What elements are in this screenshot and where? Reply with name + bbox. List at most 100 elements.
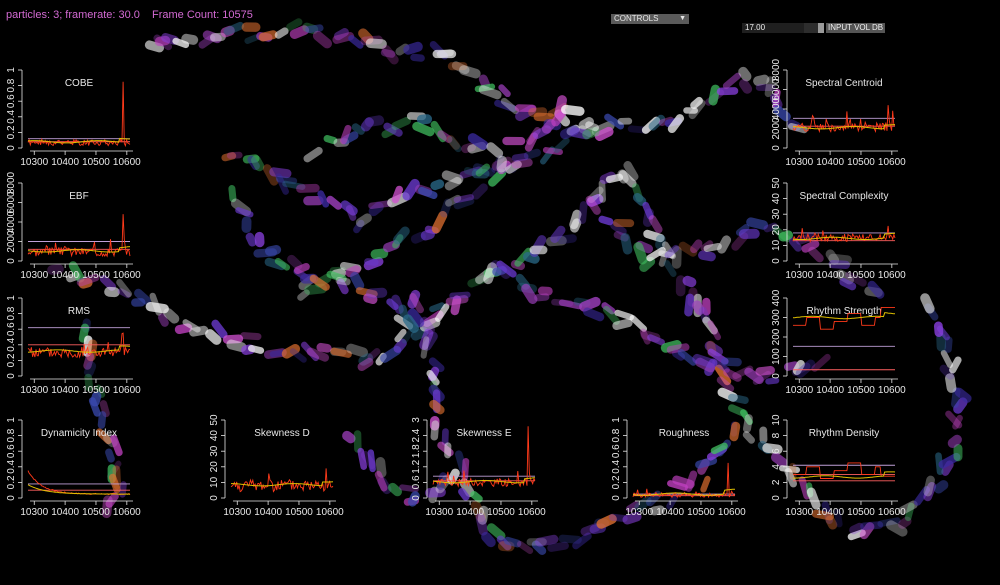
particle — [474, 83, 496, 93]
particle — [658, 250, 675, 259]
x-tick-label: 10300 — [20, 385, 48, 396]
particle — [765, 377, 780, 385]
particle — [755, 84, 776, 91]
particle — [490, 260, 511, 279]
particle — [110, 434, 123, 457]
x-tick-label: 10500 — [82, 385, 110, 396]
smoothed-line — [27, 484, 130, 495]
particle — [437, 441, 454, 457]
x-tick-label: 10500 — [687, 507, 715, 518]
particle — [358, 353, 374, 366]
particle — [740, 409, 753, 426]
particle — [500, 97, 520, 115]
y-tick-label: 0 — [6, 373, 17, 379]
particle — [716, 376, 735, 393]
particle — [632, 193, 647, 206]
particle — [228, 185, 237, 203]
particle — [886, 520, 908, 537]
particle — [306, 347, 330, 362]
particle — [302, 22, 319, 35]
x-tick-label: 10600 — [518, 507, 546, 518]
x-tick-label: 10500 — [847, 385, 875, 396]
particle — [610, 221, 627, 236]
input-vol-value: 17.00 — [745, 23, 766, 32]
input-vol-slider[interactable]: 17.00 — [742, 23, 824, 33]
particle — [407, 491, 420, 507]
particle — [235, 207, 254, 218]
particle — [447, 136, 462, 153]
particle — [722, 72, 742, 90]
particle — [403, 41, 423, 55]
particle — [402, 314, 420, 333]
particle — [717, 387, 738, 402]
y-tick-label: 10 — [771, 239, 782, 251]
x-tick-label: 10400 — [254, 507, 282, 518]
signal-line — [793, 462, 895, 479]
particle — [763, 222, 778, 233]
particle — [145, 301, 169, 314]
controls-dropdown[interactable]: CONTROLS ▼ — [611, 14, 689, 24]
particle — [445, 295, 469, 306]
particle — [360, 450, 377, 470]
input-vol-slider-handle[interactable] — [818, 23, 824, 33]
particle — [348, 35, 364, 49]
particle — [688, 99, 706, 120]
particle — [515, 104, 537, 113]
particle — [558, 534, 582, 544]
particle — [467, 133, 489, 150]
x-tick-label: 10300 — [425, 507, 453, 518]
signal-line — [27, 470, 131, 496]
particle — [439, 198, 453, 218]
particle — [172, 37, 190, 49]
particle — [742, 414, 753, 433]
x-tick-label: 10500 — [285, 507, 313, 518]
y-tick-label: 30 — [771, 208, 782, 220]
input-vol-label: INPUT VOL DB — [826, 23, 886, 33]
particle — [511, 153, 529, 162]
y-tick-label: 20 — [771, 224, 782, 236]
particle — [678, 241, 698, 257]
signal-line — [230, 468, 334, 493]
particle — [303, 146, 323, 163]
particle — [795, 232, 816, 245]
particle — [432, 49, 457, 59]
particle — [303, 196, 324, 206]
particle — [920, 293, 935, 314]
particle — [477, 505, 489, 525]
plot-title: Dynamicity Index — [41, 428, 117, 439]
particle — [655, 234, 666, 250]
particle — [716, 87, 739, 96]
particle — [764, 76, 774, 98]
particle — [430, 179, 445, 191]
particle — [345, 205, 357, 221]
particle — [380, 48, 396, 58]
particle — [598, 179, 606, 203]
particle — [834, 508, 843, 528]
particle — [639, 328, 651, 345]
particle — [357, 357, 374, 371]
y-tick-label: 2000 — [6, 230, 17, 253]
y-tick-label: 0.2 — [6, 353, 17, 367]
x-tick-label: 10600 — [316, 507, 344, 518]
x-tick-label: 10300 — [785, 157, 813, 168]
smoothed-line — [432, 477, 536, 484]
x-tick-label: 10400 — [51, 270, 79, 281]
particle — [245, 232, 257, 247]
particle — [221, 152, 237, 162]
y-tick-label: 1 — [6, 295, 17, 301]
particle — [134, 288, 152, 305]
x-tick-label: 10500 — [487, 507, 515, 518]
particle — [95, 384, 106, 398]
particle — [391, 185, 404, 204]
particle — [240, 332, 262, 341]
particle — [898, 500, 918, 515]
y-tick-label: 200 — [771, 328, 782, 345]
particle — [305, 24, 324, 34]
particle — [648, 215, 663, 234]
x-tick-label: 10500 — [847, 507, 875, 518]
y-tick-label: 0.8 — [6, 428, 17, 442]
particle — [953, 443, 963, 462]
particle — [704, 340, 724, 357]
particle — [419, 317, 441, 332]
particle — [845, 271, 867, 287]
